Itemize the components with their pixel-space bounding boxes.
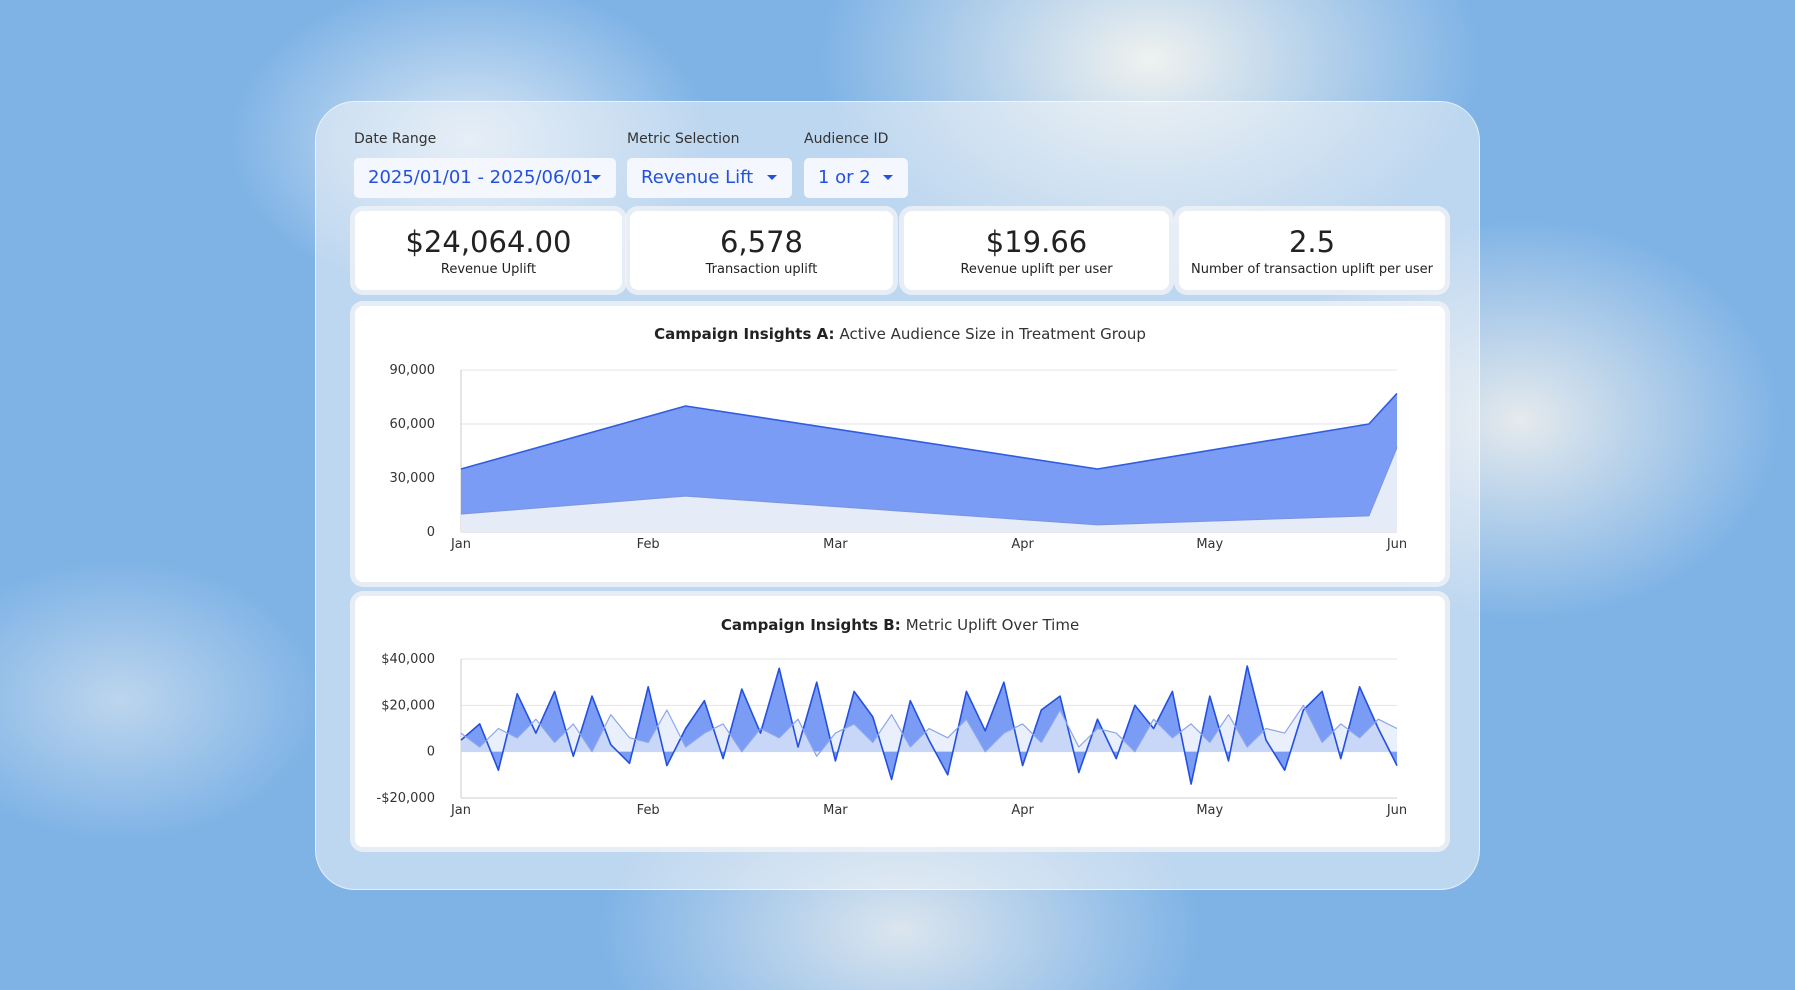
- chart-title: Campaign Insights B: Metric Uplift Over T…: [721, 616, 1079, 634]
- y-tick-label: 0: [427, 745, 435, 760]
- line: [460, 665, 1398, 785]
- kpi-card: 2.5 Number of transaction uplift per user: [1179, 211, 1445, 290]
- arrow: [883, 175, 893, 180]
- kpi-value: $24,064.00: [405, 225, 572, 259]
- line: [460, 704, 1398, 757]
- x-tick-label: May: [1196, 803, 1223, 818]
- x-tick-label: Feb: [637, 803, 660, 818]
- y-tick-label: 30,000: [390, 471, 436, 486]
- dropdown[interactable]: Revenue Lift: [627, 158, 792, 198]
- area: [461, 705, 1397, 757]
- x-tick-label: Mar: [823, 537, 848, 552]
- dropdown-arrow: [767, 175, 777, 180]
- x-tick-label: Apr: [1011, 537, 1034, 552]
- y-tick-label: 0: [427, 525, 435, 540]
- x-tick-label: Jun: [1386, 803, 1407, 818]
- chart: Campaign Insights A: Active Audience Size…: [390, 325, 1408, 552]
- dropdown-value: Revenue Lift: [641, 167, 754, 188]
- kpi-value: $19.66: [985, 225, 1088, 259]
- kpi-card: $24,064.00 Revenue Uplift: [355, 211, 622, 290]
- title-bold: Campaign Insights B:: [721, 616, 901, 634]
- dropdown-arrow: [591, 175, 601, 180]
- x-tick-label: May: [1196, 537, 1223, 552]
- filter-label: Audience ID: [804, 131, 889, 147]
- kpi-card: 6,578 Transaction uplift: [630, 211, 893, 290]
- area: [461, 447, 1397, 532]
- kpi-label: Revenue uplift per user: [960, 262, 1113, 277]
- x-tick-label: Jan: [450, 803, 471, 818]
- dropdown[interactable]: 2025/01/01 - 2025/06/01: [354, 158, 616, 198]
- title-rest: Active Audience Size in Treatment Group: [839, 325, 1145, 343]
- title-rest: Metric Uplift Over Time: [906, 616, 1079, 634]
- dropdown-value: 1 or 2: [818, 167, 871, 188]
- title-bold: Campaign Insights A:: [654, 325, 834, 343]
- y-tick-label: $40,000: [381, 652, 435, 667]
- arrow: [591, 175, 601, 180]
- kpi-label: Number of transaction uplift per user: [1191, 262, 1433, 277]
- kpi-value: 2.5: [1288, 225, 1336, 259]
- chart: Campaign Insights B: Metric Uplift Over T…: [377, 616, 1408, 818]
- chart-title: Campaign Insights A: Active Audience Size…: [654, 325, 1146, 343]
- y-tick-label: 60,000: [390, 417, 436, 432]
- arrow: [767, 175, 777, 180]
- line: [460, 447, 1398, 526]
- dropdown[interactable]: 1 or 2: [804, 158, 908, 198]
- filter-label: Date Range: [354, 131, 437, 147]
- filter-label: Metric Selection: [627, 131, 740, 147]
- kpi-label: Transaction uplift: [705, 262, 818, 277]
- x-tick-label: Mar: [823, 803, 848, 818]
- dropdown-value: 2025/01/01 - 2025/06/01: [368, 167, 594, 188]
- x-tick-label: Apr: [1011, 803, 1034, 818]
- x-tick-label: Feb: [637, 537, 660, 552]
- line: [460, 392, 1398, 470]
- y-tick-label: $20,000: [381, 698, 435, 713]
- y-tick-label: 90,000: [390, 363, 436, 378]
- kpi-label: Revenue Uplift: [440, 262, 537, 277]
- y-tick-label: -$20,000: [377, 791, 435, 806]
- chart-card: Campaign Insights B: Metric Uplift Over T…: [355, 596, 1445, 847]
- x-tick-label: Jun: [1386, 537, 1407, 552]
- kpi-value: 6,578: [719, 225, 804, 259]
- chart-card: Campaign Insights A: Active Audience Size…: [355, 306, 1445, 582]
- dropdown-arrow: [883, 175, 893, 180]
- kpi-card: $19.66 Revenue uplift per user: [904, 211, 1169, 290]
- x-tick-label: Jan: [450, 537, 471, 552]
- area: [461, 666, 1397, 785]
